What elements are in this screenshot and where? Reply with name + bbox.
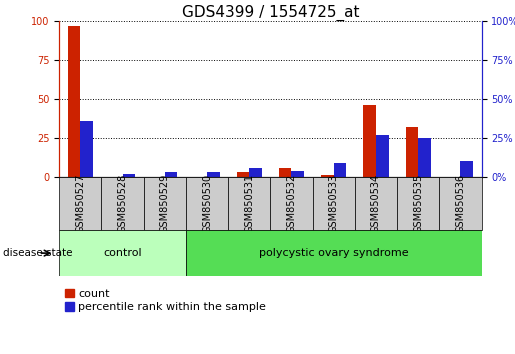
Text: GSM850532: GSM850532 xyxy=(286,174,297,233)
Legend: count, percentile rank within the sample: count, percentile rank within the sample xyxy=(65,289,266,312)
Bar xyxy=(236,172,249,177)
Bar xyxy=(207,172,220,177)
Bar xyxy=(405,127,418,177)
Text: GSM850531: GSM850531 xyxy=(244,174,254,233)
Bar xyxy=(186,177,228,230)
Text: control: control xyxy=(103,248,142,258)
Bar xyxy=(397,177,439,230)
Text: GSM850533: GSM850533 xyxy=(329,174,339,233)
Bar xyxy=(165,172,178,177)
Bar xyxy=(228,177,270,230)
Bar xyxy=(67,26,80,177)
Bar xyxy=(418,138,431,177)
Text: GSM850530: GSM850530 xyxy=(202,174,212,233)
Bar xyxy=(270,177,313,230)
Text: GSM850528: GSM850528 xyxy=(117,174,128,233)
Bar xyxy=(363,105,376,177)
Bar xyxy=(460,161,473,177)
Bar xyxy=(291,171,304,177)
Text: GSM850527: GSM850527 xyxy=(75,174,85,233)
Bar xyxy=(355,177,397,230)
Text: GSM850529: GSM850529 xyxy=(160,174,170,233)
Bar xyxy=(144,177,186,230)
Bar xyxy=(279,168,291,177)
Bar xyxy=(334,163,347,177)
Bar xyxy=(439,177,482,230)
Bar xyxy=(376,135,389,177)
Text: GSM850535: GSM850535 xyxy=(413,174,423,233)
Title: GDS4399 / 1554725_at: GDS4399 / 1554725_at xyxy=(182,5,359,21)
Bar xyxy=(249,168,262,177)
Text: GSM850534: GSM850534 xyxy=(371,174,381,233)
Bar xyxy=(101,177,144,230)
Bar xyxy=(80,121,93,177)
Text: polycystic ovary syndrome: polycystic ovary syndrome xyxy=(259,248,408,258)
Bar xyxy=(313,177,355,230)
Bar xyxy=(321,176,334,177)
Bar xyxy=(123,174,135,177)
Text: GSM850536: GSM850536 xyxy=(455,174,466,233)
Bar xyxy=(59,177,101,230)
Bar xyxy=(186,230,482,276)
Bar xyxy=(59,230,186,276)
Text: disease state: disease state xyxy=(3,248,72,258)
